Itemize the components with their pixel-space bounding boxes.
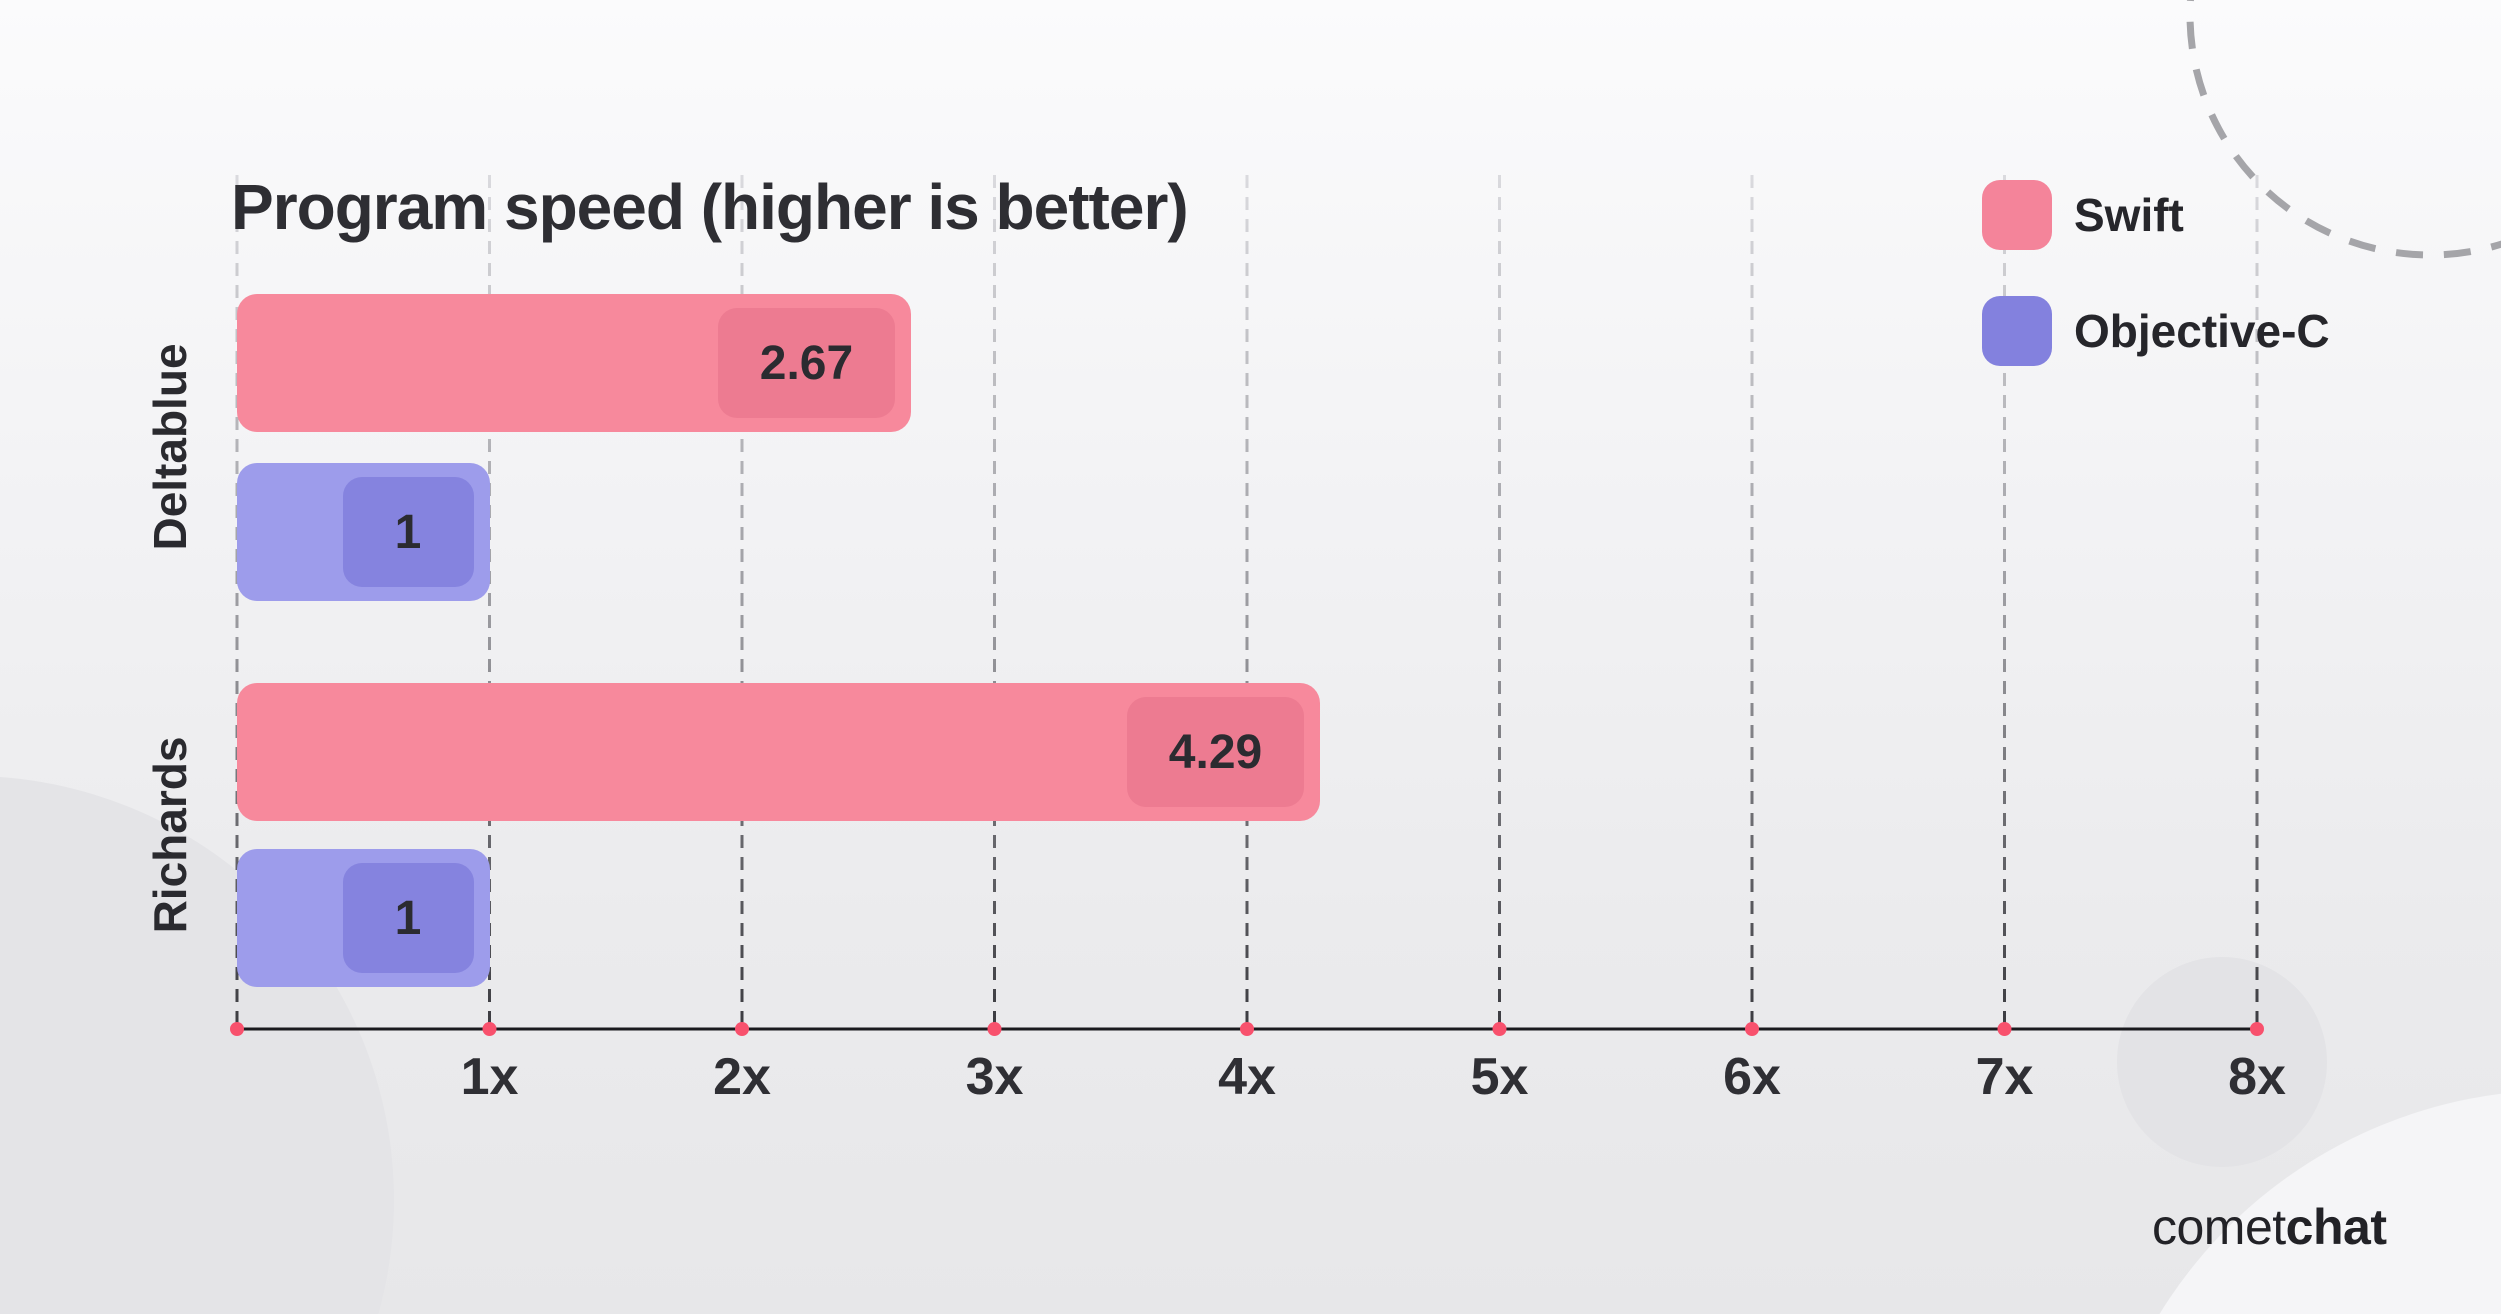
axis-tick-dot — [1240, 1022, 1254, 1036]
value-label-box: 1 — [342, 863, 474, 973]
x-axis-tick-dots — [230, 1022, 2264, 1036]
axis-tick-dot — [1997, 1022, 2012, 1036]
bar-richards-objective-c: 1 — [237, 849, 490, 987]
legend-item-objective-c: Objective-C — [1982, 296, 2330, 366]
axis-tick-dot — [1745, 1022, 1759, 1036]
logo-text-chat: chat — [2285, 1199, 2387, 1255]
value-label-box: 1 — [342, 477, 474, 587]
axis-tick-dot — [2250, 1022, 2264, 1036]
legend-label-swift: Swift — [2074, 189, 2184, 241]
x-tick-label: 1x — [460, 1048, 519, 1106]
legend: Swift Objective-C — [1982, 180, 2330, 412]
axis-tick-dot — [987, 1022, 1002, 1036]
axis-tick-dot — [735, 1022, 749, 1036]
legend-label-objective-c: Objective-C — [2074, 305, 2330, 357]
value-label: 2.67 — [759, 336, 854, 390]
axis-tick-dot — [482, 1022, 497, 1036]
bottom-left-circle-decoration — [0, 777, 394, 1314]
cometchat-logo: cometchat — [2152, 1198, 2387, 1256]
x-tick-label: 6x — [1723, 1048, 1781, 1106]
x-tick-label: 5x — [1470, 1048, 1529, 1106]
axis-tick-dot — [230, 1022, 244, 1036]
bottom-right-circle-decoration — [2159, 1093, 2501, 1314]
legend-swatch-objective-c — [1982, 296, 2052, 366]
x-tick-label: 2x — [713, 1048, 771, 1106]
legend-item-swift: Swift — [1982, 180, 2330, 250]
value-label-box: 4.29 — [1126, 697, 1305, 807]
x-tick-label: 3x — [965, 1048, 1024, 1106]
bar-deltablue-swift: 2.67 — [237, 294, 912, 432]
category-label-deltablue: Deltablue — [144, 343, 196, 551]
value-label: 1 — [394, 505, 422, 559]
bar-deltablue-objective-c: 1 — [237, 463, 490, 601]
x-tick-label: 7x — [1975, 1048, 2034, 1106]
value-label: 4.29 — [1168, 725, 1263, 779]
category-label-richards: Richards — [144, 736, 196, 934]
chart-title: Program speed (higher is better) — [231, 171, 1189, 243]
plot-area: 2.67 1 4.29 1 — [237, 175, 2257, 1029]
axis-tick-dot — [1492, 1022, 1507, 1036]
value-label-box: 2.67 — [717, 308, 896, 418]
x-tick-label: 8x — [2228, 1048, 2286, 1106]
value-label: 1 — [394, 891, 422, 945]
x-tick-label: 4x — [1218, 1048, 1276, 1106]
bar-richards-swift: 4.29 — [237, 683, 1321, 821]
gray-blob-decoration — [2117, 957, 2327, 1167]
logo-text-comet: comet — [2152, 1199, 2286, 1255]
legend-swatch-swift — [1982, 180, 2052, 250]
